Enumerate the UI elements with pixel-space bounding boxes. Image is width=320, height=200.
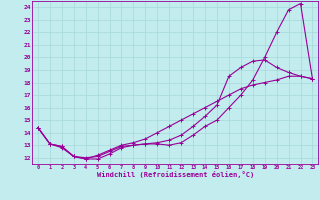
X-axis label: Windchill (Refroidissement éolien,°C): Windchill (Refroidissement éolien,°C) [97,171,254,178]
